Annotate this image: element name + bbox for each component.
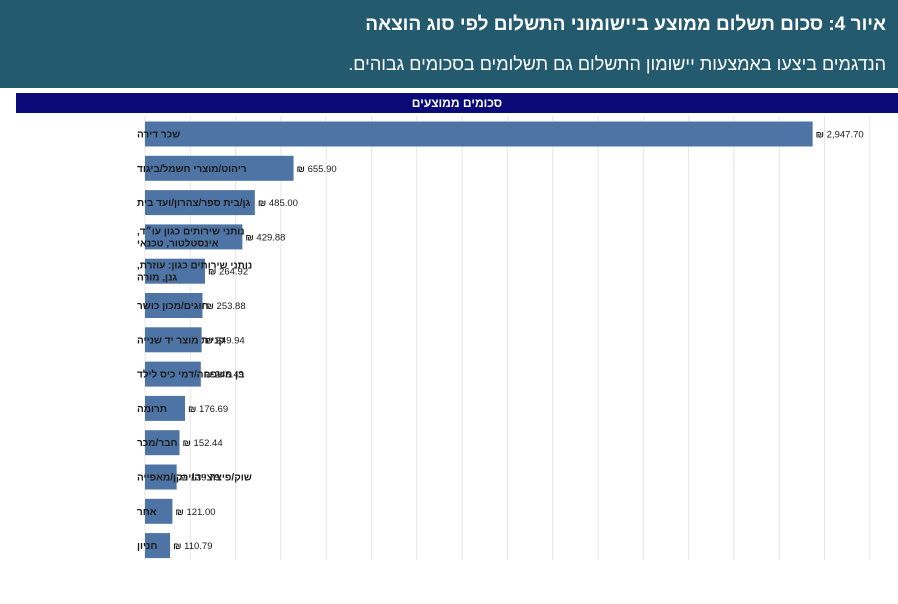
category-label-line: נותני שירותים כגון: עוזרת,: [137, 261, 252, 272]
category-label: חניון: [137, 541, 157, 552]
category-label: נותני שירותים כגון עו״ד, אינסטלטור, טכנאי: [137, 225, 245, 249]
data-value: 152.44: [191, 438, 223, 449]
data-label: ₪ 253.88: [206, 301, 246, 312]
figure-header: איור 4: סכום תשלום ממוצע ביישומוני התשלו…: [0, 0, 898, 88]
category-label: שוק/פיצוצייה/ירקן/מאפייה: [137, 473, 252, 484]
currency-symbol: ₪: [297, 164, 305, 175]
data-value: 264.92: [216, 267, 248, 278]
bar: [145, 464, 177, 490]
currency-symbol: ₪: [173, 541, 181, 552]
currency-symbol: ₪: [206, 301, 214, 312]
category-label: תרומה: [137, 404, 167, 415]
data-value: 110.79: [182, 541, 213, 552]
category-label: אחר: [137, 507, 157, 518]
category-label: שכר דירה: [137, 130, 180, 141]
bar: [145, 395, 186, 421]
data-value: 429.88: [254, 232, 286, 243]
bar: [145, 361, 201, 387]
category-label: נותני שירותים כגון: עוזרת, גנן, מורה: [137, 261, 252, 284]
data-value: 249.94: [213, 335, 245, 346]
bar: [145, 190, 255, 216]
grid-lines: [144, 116, 871, 560]
category-label-line: חניון: [137, 541, 157, 552]
category-label-line: קניית מוצר יד שנייה: [137, 335, 225, 346]
currency-symbol: ₪: [175, 507, 183, 518]
bar: [145, 155, 294, 181]
data-label: ₪ 249.94: [205, 335, 245, 346]
bar: [145, 258, 206, 284]
data-label: ₪ 429.88: [245, 232, 285, 243]
data-label: ₪ 264.92: [208, 267, 248, 278]
data-value: 253.88: [214, 301, 246, 312]
bar: [145, 121, 813, 147]
category-label: חבר/מכר: [137, 438, 178, 449]
category-label: גן/בית ספר/צהרון/ועד בית: [137, 198, 251, 209]
bar: [145, 224, 243, 250]
data-value: 2,947.70: [824, 130, 864, 141]
data-value: 655.90: [305, 164, 337, 175]
currency-symbol: ₪: [208, 267, 216, 278]
data-label: ₪ 485.00: [258, 198, 298, 209]
currency-symbol: ₪: [258, 198, 266, 209]
currency-symbol: ₪: [188, 404, 196, 415]
currency-symbol: ₪: [816, 130, 824, 141]
category-label-line: אינסטלטור, טכנאי: [137, 237, 219, 249]
data-value: 485.00: [266, 198, 298, 209]
category-label-line: תרומה: [137, 404, 167, 415]
chart-title: סכומים ממוצעים: [16, 93, 898, 113]
category-label-line: גנן, מורה: [137, 273, 177, 284]
currency-symbol: ₪: [180, 473, 188, 484]
data-value: 121.00: [184, 507, 216, 518]
data-label: ₪ 2,947.70: [816, 130, 864, 141]
category-label: ריהוט/מוצרי חשמל/ביגוד: [137, 163, 247, 175]
data-label: ₪ 121.00: [175, 507, 215, 518]
data-value: 246.49: [212, 370, 244, 381]
figure-subtitle: הנדגמים ביצעו באמצעות יישומון התשלום גם …: [348, 54, 886, 74]
currency-symbol: ₪: [204, 370, 212, 381]
bar: [145, 430, 180, 456]
category-label: חוגים/מכון כושר: [137, 301, 209, 312]
data-label: ₪ 110.79: [173, 541, 212, 552]
data-label: ₪ 655.90: [297, 164, 337, 175]
data-label: ₪ 139.79: [180, 473, 220, 484]
category-label-line: אחר: [137, 507, 157, 518]
category-label-line: שכר דירה: [137, 130, 180, 141]
data-value: 139.79: [188, 473, 220, 484]
category-label-line: בן משפחה/דמי כיס לילד: [137, 369, 245, 381]
category-label-line: גן/בית ספר/צהרון/ועד בית: [137, 198, 251, 209]
category-label-line: חבר/מכר: [137, 438, 178, 449]
category-label-line: ריהוט/מוצרי חשמל/ביגוד: [137, 163, 247, 175]
bar: [145, 293, 203, 318]
data-value: 176.69: [196, 404, 228, 415]
category-label-line: נותני שירותים כגון עו״ד,: [137, 225, 245, 237]
data-label: ₪ 152.44: [183, 438, 223, 449]
currency-symbol: ₪: [183, 438, 191, 449]
category-label: בן משפחה/דמי כיס לילד: [137, 369, 245, 381]
data-label: ₪ 176.69: [188, 404, 228, 415]
bar: [145, 533, 171, 559]
currency-symbol: ₪: [205, 335, 213, 346]
category-label-line: חוגים/מכון כושר: [137, 301, 209, 312]
bar: [145, 327, 202, 353]
figure-title: איור 4: סכום תשלום ממוצע ביישומוני התשלו…: [365, 14, 886, 35]
currency-symbol: ₪: [245, 232, 253, 243]
category-label: קניית מוצר יד שנייה: [137, 335, 225, 346]
bar: [145, 498, 173, 524]
data-label: ₪ 246.49: [204, 370, 244, 381]
category-label-line: שוק/פיצוצייה/ירקן/מאפייה: [137, 473, 252, 484]
